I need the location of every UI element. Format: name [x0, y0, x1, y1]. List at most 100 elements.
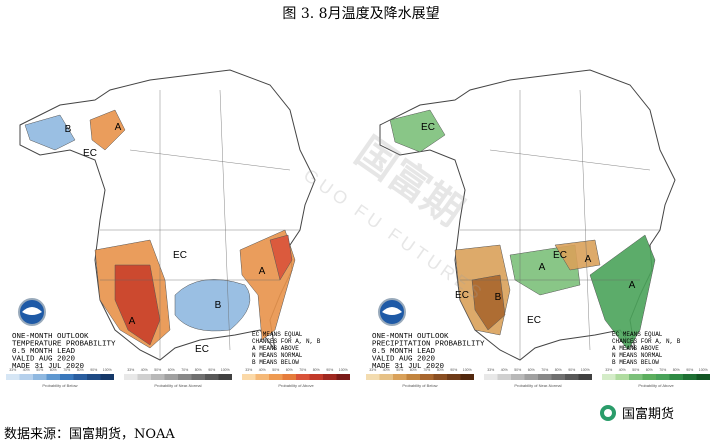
scale-swatch — [511, 374, 525, 380]
heading-line: MADE 31 JUL 2020 — [12, 363, 85, 371]
scale-caption: Probability of Near-Normal — [154, 383, 201, 388]
scale-tick: 33% — [127, 368, 134, 372]
heading-line: ONE-MONTH OUTLOOK — [12, 333, 89, 341]
scale-tick: 60% — [50, 368, 57, 372]
scale-tick: 80% — [555, 368, 562, 372]
heading-line: TEMPERATURE PROBABILITY — [12, 341, 116, 349]
scale-tick: 90% — [450, 368, 457, 372]
scale-tick: 40% — [619, 368, 626, 372]
scale-tick: 100% — [103, 368, 112, 372]
scale-swatch — [218, 374, 232, 380]
key-line: A MEANS ABOVE — [612, 345, 659, 352]
scale-tick: 80% — [313, 368, 320, 372]
boundary-line — [219, 89, 231, 351]
scale-swatch — [433, 374, 447, 380]
scale-tick: 70% — [659, 368, 666, 372]
noaa-logo-bird — [22, 307, 42, 315]
scale-tick: 60% — [528, 368, 535, 372]
key-line: EC MEANS EQUAL — [612, 331, 663, 338]
source-note: 数据来源：国富期货，NOAA — [4, 426, 175, 442]
probability-region — [554, 239, 601, 271]
scale-caption: Probability of Above — [278, 383, 314, 388]
scale-tick: 90% — [568, 368, 575, 372]
scale-tick: 70% — [181, 368, 188, 372]
boundary-line — [579, 89, 591, 351]
scale-swatch — [137, 374, 151, 380]
scale-swatch — [447, 374, 461, 380]
scale-tick: 60% — [286, 368, 293, 372]
region-label: A — [629, 280, 636, 291]
scale-swatch — [578, 374, 592, 380]
key-line: A MEANS ABOVE — [252, 345, 299, 352]
scale-swatch — [164, 374, 178, 380]
scale-tick: 50% — [396, 368, 403, 372]
scale-tick: 33% — [9, 368, 16, 372]
scale-swatch — [6, 374, 20, 380]
scale-tick: 40% — [23, 368, 30, 372]
scale-swatch — [484, 374, 498, 380]
scale-swatch — [336, 374, 350, 380]
scale-tick: 60% — [168, 368, 175, 372]
scale-swatch — [497, 374, 511, 380]
scale-tick: 100% — [221, 368, 230, 372]
scale-caption: Probability of Near-Normal — [514, 383, 561, 388]
heading-line: PRECIPITATION PROBABILITY — [372, 341, 485, 349]
probability-region — [114, 264, 161, 346]
scale-swatch — [629, 374, 643, 380]
scale-caption: Probability of Above — [638, 383, 674, 388]
scale-tick: 50% — [632, 368, 639, 372]
scale-swatch — [696, 374, 710, 380]
key-line: B MEANS BELOW — [252, 359, 299, 366]
figure-title: 图 3. 8月温度及降水展望 — [282, 6, 439, 22]
probability-region — [589, 234, 656, 351]
scale-swatch — [460, 374, 474, 380]
key-line: EC MEANS EQUAL — [252, 331, 303, 338]
outlook-map: A B EC EC A B A EC ONE-MONTH OUTLOOKTEMPERATURE … — [6, 69, 350, 388]
probability-region — [471, 274, 506, 331]
brand-name: 国富期货 — [622, 406, 674, 421]
region-label: EC — [195, 344, 209, 355]
scale-tick: 33% — [487, 368, 494, 372]
key-line: CHANCES FOR A, N, B — [252, 338, 321, 345]
scale-tick: 100% — [339, 368, 348, 372]
scale-swatch — [73, 374, 87, 380]
probability-region — [174, 279, 251, 332]
brand-logo: 国富期货 — [600, 405, 674, 421]
scale-swatch — [406, 374, 420, 380]
scale-swatch — [151, 374, 165, 380]
scale-tick: 50% — [272, 368, 279, 372]
region-label: B — [215, 300, 222, 311]
scale-swatch — [538, 374, 552, 380]
scale-caption: Probability of Below — [402, 383, 437, 388]
scale-swatch — [100, 374, 114, 380]
scale-caption: Probability of Below — [42, 383, 77, 388]
scale-swatch — [551, 374, 565, 380]
probability-region — [24, 114, 76, 151]
scale-tick: 80% — [437, 368, 444, 372]
scale-tick: 33% — [605, 368, 612, 372]
heading-line: 0.5 MONTH LEAD — [372, 348, 436, 356]
scale-swatch — [524, 374, 538, 380]
scale-swatch — [642, 374, 656, 380]
scale-tick: 90% — [686, 368, 693, 372]
scale-tick: 80% — [673, 368, 680, 372]
scale-tick: 50% — [36, 368, 43, 372]
scale-swatch — [602, 374, 616, 380]
region-label: EC — [83, 148, 97, 159]
scale-tick: 90% — [208, 368, 215, 372]
scale-swatch — [269, 374, 283, 380]
region-label: B — [65, 124, 72, 135]
scale-swatch — [33, 374, 47, 380]
scale-swatch — [60, 374, 74, 380]
heading-line: 0.5 MONTH LEAD — [12, 348, 76, 356]
scale-tick: 60% — [646, 368, 653, 372]
scale-swatch — [393, 374, 407, 380]
scale-tick: 40% — [259, 368, 266, 372]
scale-tick: 70% — [541, 368, 548, 372]
scale-tick: 70% — [63, 368, 70, 372]
outlook-map: EC EC B A A A EC EC ONE-MONTH OUTLOOKPRECIPITATI… — [366, 69, 710, 388]
scale-tick: 90% — [326, 368, 333, 372]
key-line: N MEANS NORMAL — [252, 352, 303, 359]
scale-tick: 33% — [245, 368, 252, 372]
scale-tick: 100% — [699, 368, 708, 372]
